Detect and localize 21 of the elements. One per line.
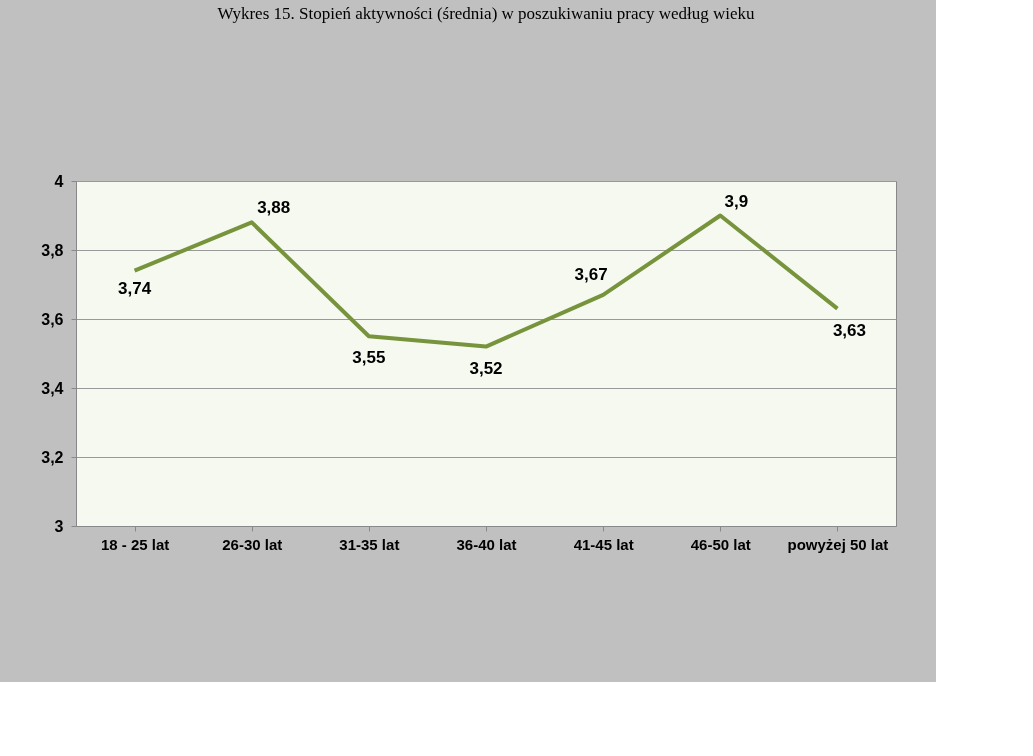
y-tick-label: 3,8 — [41, 241, 64, 259]
y-tick-label: 3 — [54, 517, 64, 535]
y-tick-label: 3,4 — [41, 379, 64, 397]
data-label: 3,67 — [574, 264, 608, 284]
y-tick-label: 4 — [54, 172, 64, 190]
chart-title: Wykres 15. Stopień aktywności (średnia) w poszukiwaniu pracy według wieku — [217, 4, 756, 23]
y-tick-label: 3,2 — [41, 448, 64, 466]
x-tick-label: 18 - 25 lat — [100, 535, 170, 553]
x-tick-label: 46-50 lat — [690, 535, 751, 553]
x-tick-label: 31-35 lat — [339, 535, 400, 553]
y-tick-label: 3,6 — [41, 310, 64, 328]
data-label: 3,9 — [724, 191, 749, 211]
data-label: 3,63 — [832, 320, 866, 340]
data-label: 3,52 — [469, 358, 503, 378]
x-tick-label: 36-40 lat — [456, 535, 517, 553]
data-label: 3,55 — [352, 348, 386, 368]
data-label: 3,74 — [118, 278, 152, 298]
x-tick-label: 41-45 lat — [573, 535, 634, 553]
data-label: 3,88 — [257, 198, 291, 218]
x-tick-label: powyżej 50 lat — [787, 535, 889, 553]
x-tick-label: 26-30 lat — [222, 535, 283, 553]
